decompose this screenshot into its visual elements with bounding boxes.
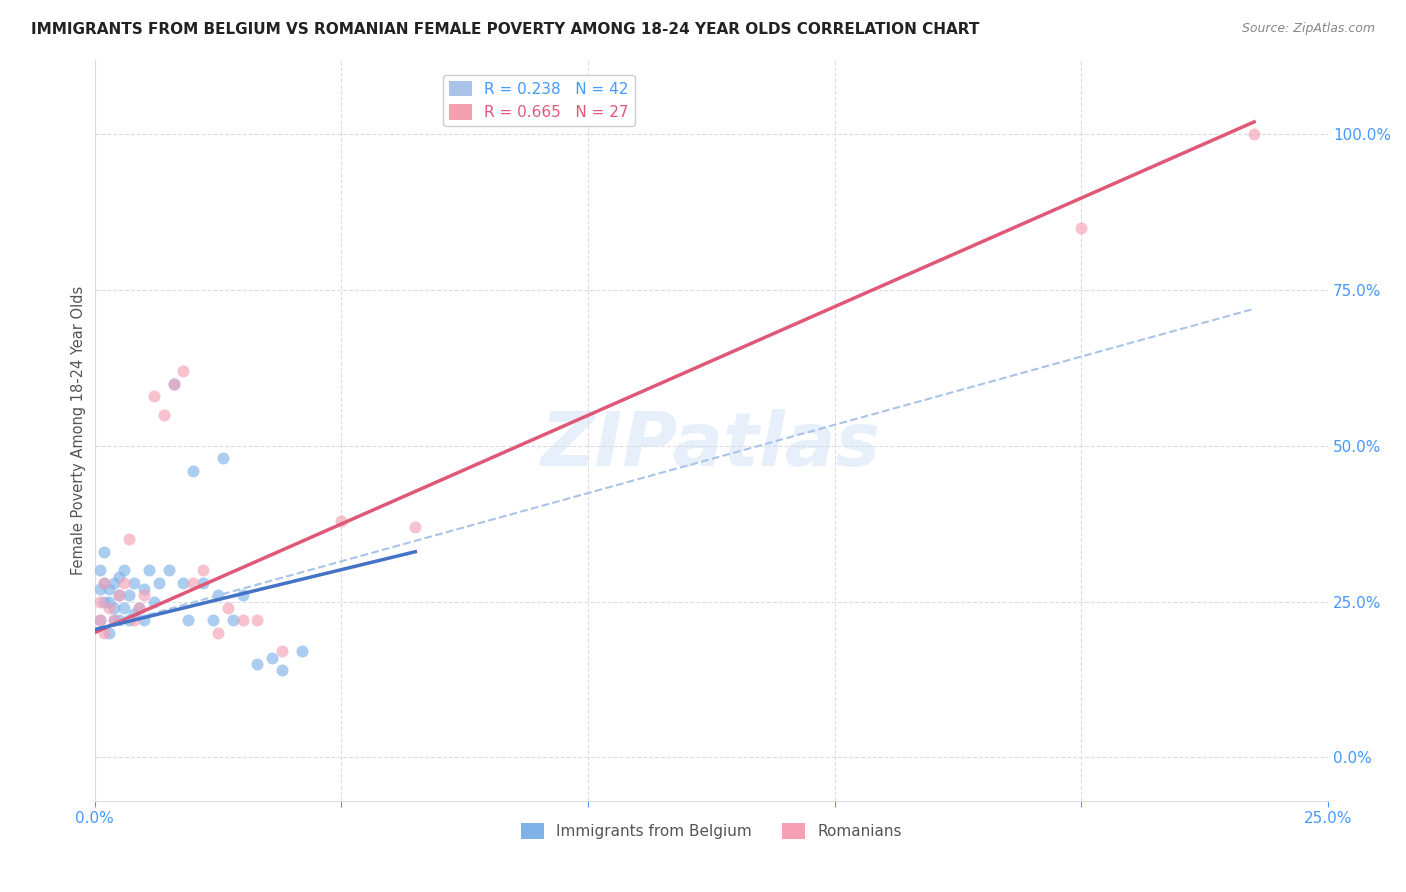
Point (222, 613, 245, 627)
Point (1243, 128, 1265, 142)
Point (157, 563, 180, 577)
Point (246, 657, 269, 671)
Point (132, 613, 155, 627)
Point (404, 520, 426, 534)
Point (112, 575, 135, 590)
Point (162, 376, 184, 391)
Point (217, 600, 239, 615)
Point (98, 600, 121, 615)
Point (98, 582, 121, 596)
Text: Source: ZipAtlas.com: Source: ZipAtlas.com (1241, 22, 1375, 36)
Point (138, 563, 160, 577)
Point (132, 582, 155, 596)
Point (191, 575, 214, 590)
Point (122, 575, 145, 590)
Text: ZIPatlas: ZIPatlas (541, 409, 882, 482)
Point (148, 575, 170, 590)
Point (1070, 220, 1092, 235)
Point (246, 613, 269, 627)
Point (93, 545, 115, 559)
Point (118, 533, 141, 547)
Point (98, 594, 121, 608)
Point (112, 563, 135, 577)
Point (142, 389, 165, 403)
Point (108, 569, 131, 583)
Text: IMMIGRANTS FROM BELGIUM VS ROMANIAN FEMALE POVERTY AMONG 18-24 YEAR OLDS CORRELA: IMMIGRANTS FROM BELGIUM VS ROMANIAN FEMA… (31, 22, 980, 37)
Point (89, 582, 111, 596)
Point (108, 588, 131, 602)
Point (191, 563, 214, 577)
Point (128, 600, 150, 615)
Legend: Immigrants from Belgium, Romanians: Immigrants from Belgium, Romanians (515, 817, 908, 845)
Point (93, 575, 115, 590)
Point (291, 644, 314, 658)
Point (98, 625, 121, 640)
Point (181, 575, 204, 590)
Point (122, 613, 145, 627)
Point (108, 613, 131, 627)
Point (172, 364, 194, 378)
Point (108, 588, 131, 602)
Point (122, 607, 145, 621)
Point (142, 594, 165, 608)
Point (128, 600, 150, 615)
Point (271, 644, 294, 658)
Point (162, 376, 184, 391)
Point (93, 594, 115, 608)
Point (89, 594, 111, 608)
Point (89, 563, 111, 577)
Point (172, 575, 194, 590)
Point (118, 588, 141, 602)
Y-axis label: Female Poverty Among 18-24 Year Olds: Female Poverty Among 18-24 Year Olds (72, 285, 86, 574)
Point (181, 464, 204, 478)
Point (132, 588, 155, 602)
Point (207, 588, 229, 602)
Point (103, 613, 125, 627)
Point (103, 613, 125, 627)
Point (118, 613, 141, 627)
Point (103, 575, 125, 590)
Point (232, 588, 254, 602)
Point (89, 613, 111, 627)
Point (103, 600, 125, 615)
Point (177, 613, 200, 627)
Point (232, 613, 254, 627)
Point (93, 575, 115, 590)
Point (207, 625, 229, 640)
Point (93, 625, 115, 640)
Point (330, 514, 353, 528)
Point (112, 600, 135, 615)
Point (201, 613, 224, 627)
Point (262, 650, 284, 665)
Point (212, 451, 235, 466)
Point (271, 663, 294, 677)
Point (152, 408, 174, 422)
Point (89, 613, 111, 627)
